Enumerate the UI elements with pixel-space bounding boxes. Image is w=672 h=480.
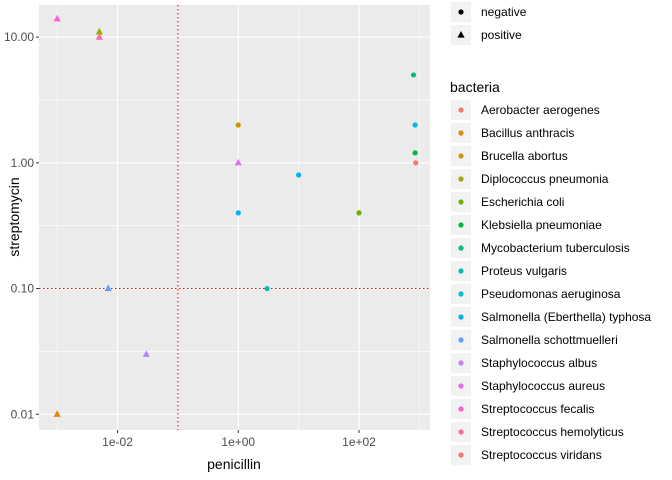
data-point-circle (235, 122, 241, 128)
color-legend-label: Mycobacterium tuberculosis (481, 241, 630, 255)
color-legend-label: Escherichia coli (481, 195, 564, 209)
data-point-circle (296, 172, 302, 178)
color-legend-swatch (458, 222, 464, 228)
color-legend-swatch (458, 245, 464, 251)
color-legend-label: Streptococcus fecalis (481, 402, 594, 416)
data-point-circle (235, 210, 241, 216)
y-tick-label: 0.01 (11, 407, 35, 421)
x-tick-label: 1e+02 (342, 435, 376, 449)
color-legend-label: Streptococcus hemolyticus (481, 425, 624, 439)
data-point-triangle (95, 33, 103, 40)
color-legend-swatch (458, 199, 464, 205)
data-point-triangle (142, 350, 150, 357)
color-legend-label: Klebsiella pneumoniae (481, 218, 602, 232)
y-axis-title: streptomycin (6, 177, 22, 256)
data-point-triangle (53, 410, 61, 417)
color-legend-swatch (458, 130, 464, 136)
data-point-circle (356, 210, 362, 216)
data-point-triangle (95, 27, 103, 35)
color-legend-swatch (458, 383, 464, 389)
color-legend-label: Staphylococcus aureus (481, 379, 605, 393)
y-axis-ticks: 0.01 0.10 1.00 10.00 (4, 30, 39, 421)
color-legend-label: Proteus vulgaris (481, 264, 567, 278)
data-point-circle (412, 150, 418, 156)
y-tick-label: 1.00 (11, 156, 35, 170)
data-point-triangle (104, 284, 112, 292)
data-point-circle (413, 160, 419, 166)
color-legend-swatch (458, 314, 464, 320)
color-legend-label: Salmonella schottmuelleri (481, 333, 618, 347)
color-legend-label: Diplococcus pneumonia (481, 172, 609, 186)
color-legend-label: Brucella abortus (481, 149, 568, 163)
color-legend-label: Staphylococcus albus (481, 356, 597, 370)
color-legend-swatch (458, 452, 464, 458)
color-legend-swatch (458, 268, 464, 274)
color-legend-label: Pseudomonas aeruginosa (481, 287, 621, 301)
x-axis-ticks: 1e-02 1e+00 1e+02 (102, 430, 376, 449)
panel-background (39, 5, 430, 430)
data-points (53, 14, 419, 417)
data-point-triangle (53, 14, 61, 22)
data-point-circle (410, 72, 417, 78)
color-legend-swatch (458, 429, 464, 435)
color-legend: Aerobacter aerogenes Bacillus anthracis Br… (451, 100, 651, 465)
x-axis-title: penicillin (207, 456, 261, 472)
color-legend-label: Salmonella (Eberthella) typhosa (481, 310, 651, 324)
x-tick-label: 1e+00 (221, 435, 255, 449)
color-legend-label: Bacillus anthracis (481, 126, 574, 140)
color-legend-swatch (458, 107, 464, 113)
shape-legend-circle-icon (458, 9, 464, 15)
color-legend-title: bacteria (450, 79, 500, 95)
data-point-circle (264, 285, 270, 292)
color-legend-label: Streptococcus viridans (481, 448, 602, 462)
reference-lines (39, 5, 430, 430)
y-tick-label: 10.00 (4, 30, 34, 44)
data-point-circle (412, 122, 418, 128)
shape-legend: negative positive (451, 2, 527, 45)
y-tick-label: 0.10 (11, 282, 35, 296)
x-tick-label: 1e-02 (102, 435, 133, 449)
color-legend-swatch (458, 176, 464, 182)
shape-legend-label: positive (481, 28, 522, 42)
shape-legend-triangle-icon (457, 31, 465, 38)
shape-legend-label: negative (481, 5, 527, 19)
color-legend-swatch (458, 406, 464, 412)
color-legend-label: Aerobacter aerogenes (481, 103, 600, 117)
color-legend-swatch (458, 291, 464, 297)
color-legend-swatch (458, 360, 464, 366)
color-legend-swatch (458, 337, 464, 343)
color-legend-swatch (458, 153, 464, 159)
data-point-triangle (234, 158, 242, 166)
